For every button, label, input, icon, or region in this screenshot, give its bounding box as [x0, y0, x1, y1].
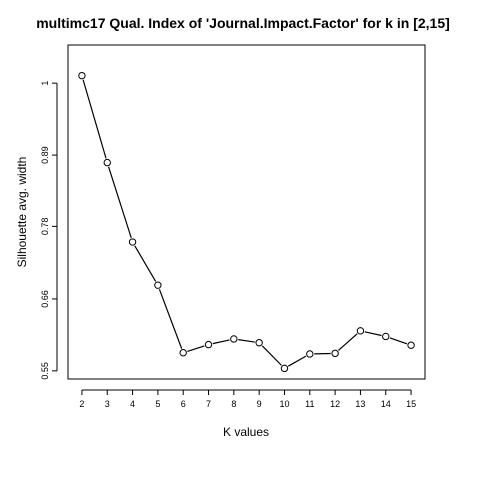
- y-axis: 0.55 0.66 0.78 0.89 1: [40, 81, 58, 380]
- data-point: [204, 340, 213, 349]
- series-line-segment: [82, 79, 107, 159]
- data-point: [103, 158, 111, 167]
- x-tick-label: 10: [279, 399, 289, 409]
- x-tick-label: 6: [181, 399, 186, 409]
- data-point: [280, 364, 289, 373]
- y-axis-label: Silhouette avg. width: [15, 157, 29, 268]
- data-point: [179, 349, 187, 357]
- x-tick-label: 15: [406, 399, 416, 409]
- data-point: [128, 238, 137, 246]
- x-tick-label: 5: [155, 399, 160, 409]
- series-line-segment: [288, 355, 307, 367]
- x-axis: 2 3 4 5 6 7 8 9 10 11 12 13 14 15: [79, 389, 416, 409]
- x-tick-label: 14: [381, 399, 391, 409]
- y-tick-label: 0.55: [40, 362, 50, 380]
- series-line-segment: [187, 345, 205, 352]
- x-tick-label: 8: [231, 399, 236, 409]
- x-tick-label: 7: [206, 399, 211, 409]
- data-point: [78, 71, 86, 80]
- series-line-segment: [389, 337, 408, 345]
- data-point: [331, 349, 339, 358]
- series-line-segment: [134, 245, 157, 282]
- series-line-segment: [212, 339, 230, 345]
- x-tick-label: 13: [355, 399, 365, 409]
- y-tick-label: 0.89: [40, 146, 50, 164]
- series-line-segment: [238, 339, 255, 343]
- x-tick-label: 2: [79, 399, 84, 409]
- data-point: [154, 281, 162, 289]
- series-line-segment: [158, 289, 183, 349]
- series-line-segment: [364, 331, 382, 337]
- plot-frame: [67, 44, 426, 380]
- y-tick-label: 1: [40, 81, 50, 86]
- data-point: [255, 339, 263, 347]
- data-point: [382, 332, 390, 341]
- data-point: [356, 327, 365, 335]
- series-line-segment: [338, 333, 358, 351]
- x-tick-label: 9: [257, 399, 262, 409]
- y-tick-label: 0.66: [40, 290, 50, 308]
- y-tick-label: 0.78: [40, 218, 50, 236]
- data-point: [230, 335, 238, 343]
- series-layer: [78, 71, 415, 373]
- x-tick-label: 11: [305, 399, 314, 409]
- series-line-segment: [108, 166, 132, 239]
- x-tick-label: 4: [130, 399, 135, 409]
- data-point: [306, 350, 314, 358]
- series-line-segment: [261, 345, 282, 366]
- data-point: [407, 341, 415, 349]
- chart-title: multimc17 Qual. Index of 'Journal.Impact…: [36, 15, 450, 31]
- x-axis-label: K values: [223, 425, 269, 439]
- x-tick-label: 3: [105, 399, 110, 409]
- x-tick-label: 12: [330, 399, 340, 409]
